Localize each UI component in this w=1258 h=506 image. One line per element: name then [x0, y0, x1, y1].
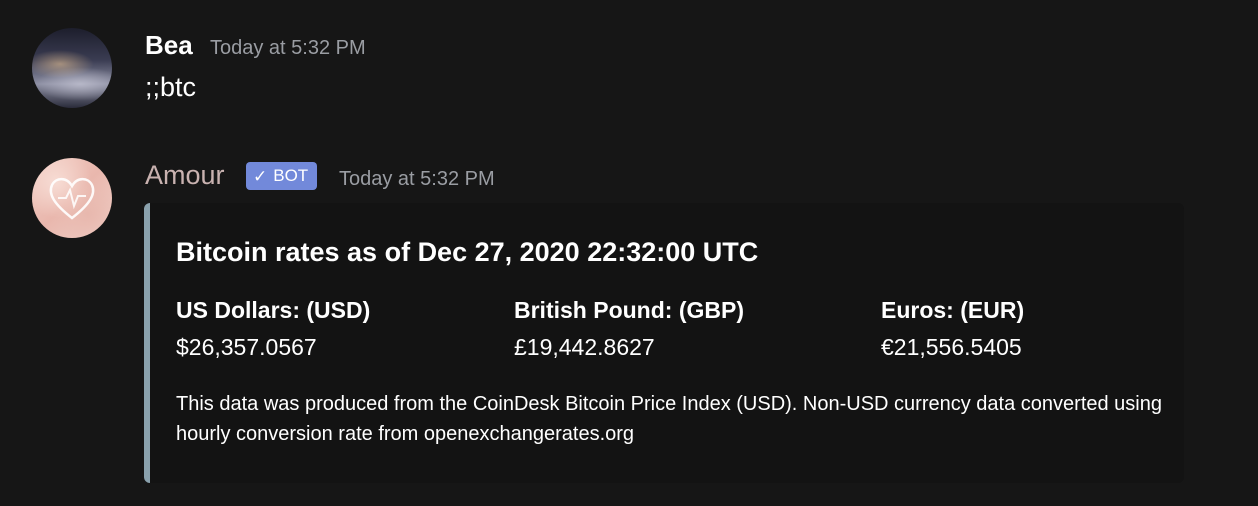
- field-name: Euros: (EUR): [881, 297, 1025, 323]
- embed: Bitcoin rates as of Dec 27, 2020 22:32:0…: [144, 203, 1184, 483]
- avatar[interactable]: [32, 28, 112, 108]
- avatar[interactable]: [32, 158, 112, 238]
- bot-tag: ✓ BOT: [246, 162, 318, 190]
- username[interactable]: Amour: [145, 160, 225, 190]
- field-value: £19,442.8627: [514, 334, 655, 360]
- embed-field-usd: US Dollars: (USD) $26,357.0567: [176, 299, 370, 359]
- field-name: British Pound: (GBP): [514, 297, 744, 323]
- message-content: ;;btc: [145, 72, 197, 102]
- field-value: €21,556.5405: [881, 334, 1022, 360]
- username[interactable]: Bea: [145, 30, 193, 60]
- field-value: $26,357.0567: [176, 334, 317, 360]
- timestamp[interactable]: Today at 5:32 PM: [339, 168, 495, 190]
- field-name: US Dollars: (USD): [176, 297, 371, 323]
- embed-description: This data was produced from the CoinDesk…: [176, 393, 1162, 445]
- message-amour: Amour ✓ BOT Today at 5:32 PM Bitcoin rat…: [0, 140, 1258, 506]
- timestamp[interactable]: Today at 5:32 PM: [210, 37, 366, 59]
- heart-icon: [49, 177, 95, 220]
- message-bea: Bea Today at 5:32 PM ;;btc: [0, 0, 1258, 140]
- embed-title: Bitcoin rates as of Dec 27, 2020 22:32:0…: [176, 237, 759, 267]
- embed-accent-bar: [144, 203, 150, 483]
- check-icon: ✓: [253, 166, 268, 186]
- bot-tag-label: BOT: [273, 166, 309, 185]
- embed-field-gbp: British Pound: (GBP) £19,442.8627: [514, 299, 744, 359]
- embed-field-eur: Euros: (EUR) €21,556.5405: [881, 299, 1024, 359]
